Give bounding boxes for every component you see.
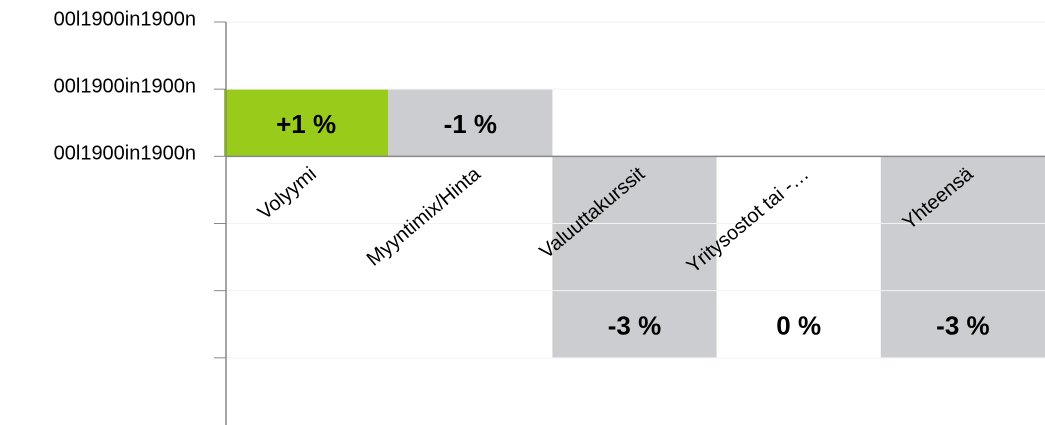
value-label: -1 % [444,109,497,139]
value-label: -3 % [936,311,989,341]
x-tick-label: Volyymi [254,163,321,224]
bar [552,156,717,358]
x-tick-label: Myyntimix/Hinta [363,162,486,270]
bars [224,89,1045,358]
value-label: +1 % [276,109,336,139]
y-tick-label: 00l1900in1900n [54,75,196,97]
bar [388,89,553,157]
value-label: 0 % [776,311,821,341]
y-tick-label: 00l1900in1900n [54,8,196,30]
bar [880,156,1045,358]
y-tick-label: 00l1900in1900n [54,143,196,165]
bar [224,89,389,157]
value-label: -3 % [608,311,661,341]
